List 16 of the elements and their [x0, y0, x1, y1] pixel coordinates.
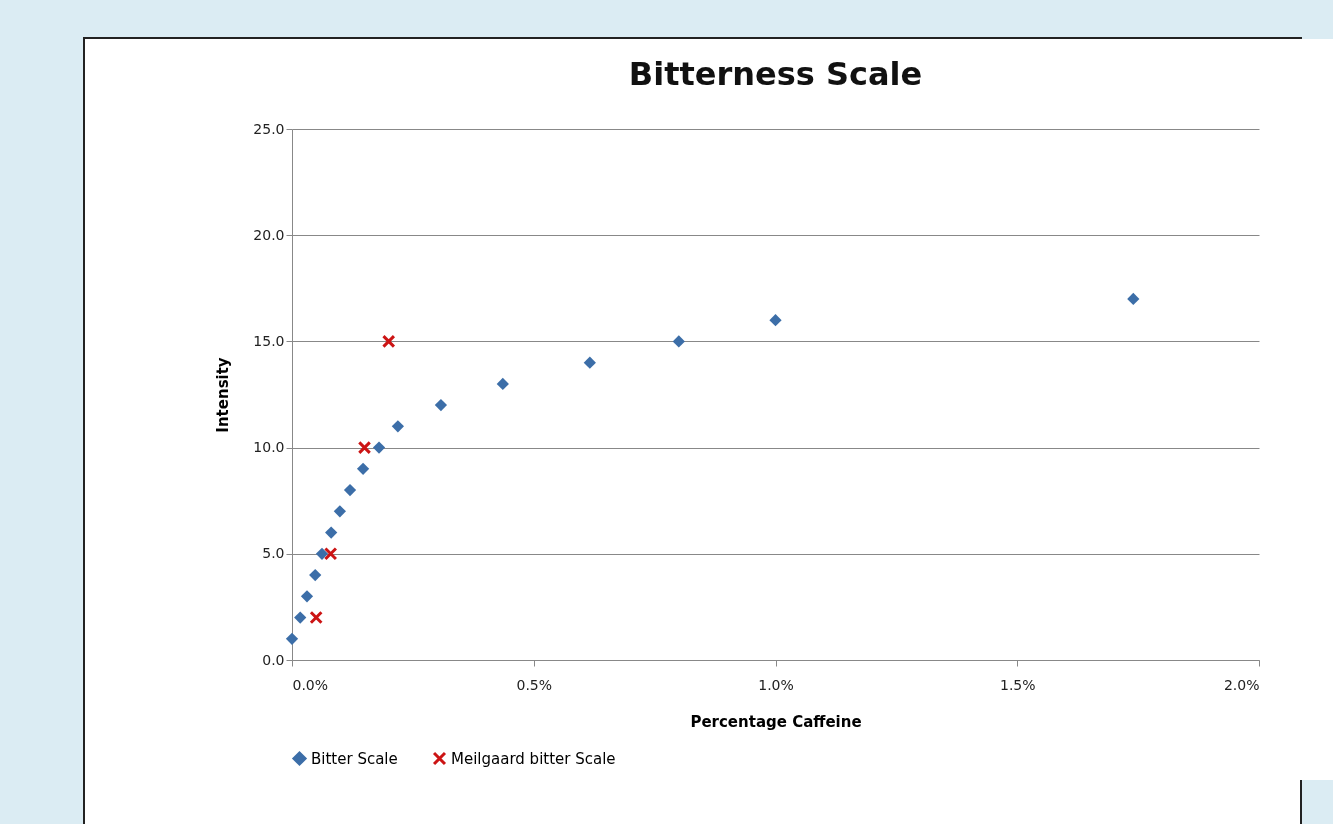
x-tick-label: 2.0%	[1223, 676, 1260, 693]
y-tick-label: 15.0	[253, 332, 285, 349]
legend-label: Bitter Scale	[311, 749, 398, 768]
legend-label: Meilgaard bitter Scale	[451, 749, 616, 768]
x-tick-label: 0.5%	[516, 676, 553, 693]
y-tick-label: 25.0	[253, 120, 285, 137]
x-tick-label: 1.5%	[999, 676, 1036, 693]
y-tick-label: 10.0	[253, 439, 285, 456]
y-tick-label: 20.0	[253, 226, 285, 243]
x-axis-title: Percentage Caffeine	[690, 712, 862, 731]
y-axis-title: Intensity	[214, 357, 233, 433]
y-tick-label: 5.0	[262, 545, 285, 562]
chart-title: Bitterness Scale	[628, 55, 923, 93]
x-tick-label: 1.0%	[758, 676, 794, 693]
x-tick-label: 0.0%	[292, 676, 329, 693]
y-tick-label: 0.0	[262, 651, 285, 668]
